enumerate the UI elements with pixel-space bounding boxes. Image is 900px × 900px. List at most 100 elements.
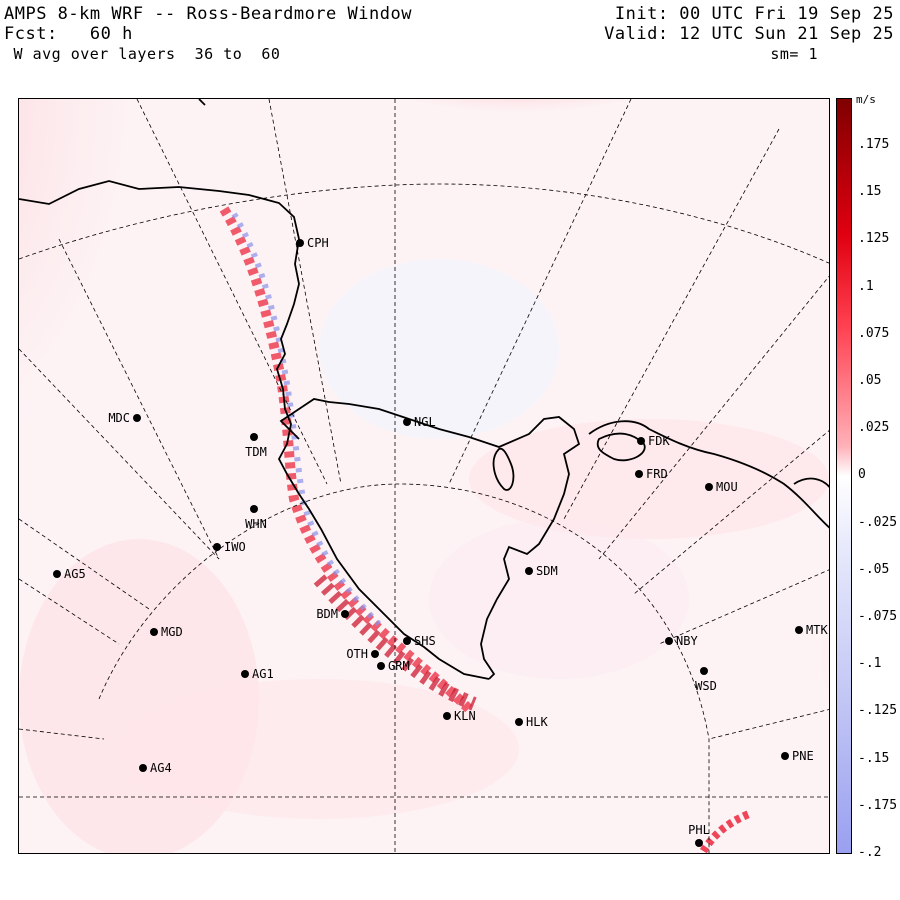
- station-marker: [296, 239, 304, 247]
- station-label: NGL: [414, 415, 436, 429]
- station-mou: MOU: [705, 480, 738, 494]
- station-marker: [377, 662, 385, 670]
- station-label: IWO: [224, 540, 246, 554]
- station-label: SHS: [414, 634, 436, 648]
- station-label: AG5: [64, 567, 86, 581]
- station-marker: [133, 414, 141, 422]
- station-mgd: MGD: [150, 625, 183, 639]
- station-mdc: MDC: [108, 411, 141, 425]
- init-time: Init: 00 UTC Fri 19 Sep 25: [614, 4, 894, 24]
- station-marker: [525, 567, 533, 575]
- colorbar-tick-label: .1: [858, 278, 874, 294]
- colorbar-tick-label: -.125: [858, 703, 898, 719]
- station-whn: WHN: [245, 505, 267, 531]
- station-label: OTH: [346, 647, 368, 661]
- station-label: AG4: [150, 761, 172, 775]
- map-panel: CPH NGL FDK FRD MOU MDC TDM WHN IWO AG5 SDM BDM MGD N…: [18, 98, 830, 854]
- station-marker: [213, 543, 221, 551]
- station-label: MOU: [716, 480, 738, 494]
- colorbar-tick-label: 0: [858, 467, 866, 483]
- station-marker: [637, 437, 645, 445]
- station-nby: NBY: [665, 634, 698, 648]
- station-grm: GRM: [377, 659, 410, 673]
- colorbar-tick-label: .075: [858, 325, 890, 341]
- station-phl: PHL: [688, 823, 710, 847]
- colorbar: [836, 98, 852, 854]
- station-marker: [635, 470, 643, 478]
- station-ag5: AG5: [53, 567, 86, 581]
- station-marker: [403, 637, 411, 645]
- station-label: MGD: [161, 625, 183, 639]
- station-marker: [695, 839, 703, 847]
- station-marker: [150, 628, 158, 636]
- colorbar-tick-label: .125: [858, 231, 890, 247]
- station-label: FDK: [648, 434, 670, 448]
- station-marker: [139, 764, 147, 772]
- colorbar-unit: m/s: [856, 93, 876, 106]
- colorbar-tick-label: .05: [858, 373, 882, 388]
- station-ngl: NGL: [403, 415, 436, 429]
- station-marker: [53, 570, 61, 578]
- colorbar-tick-label: .175: [858, 137, 890, 152]
- colorbar-tick-label: -.025: [858, 514, 898, 530]
- station-wsd: WSD: [695, 667, 717, 693]
- station-marker: [403, 418, 411, 426]
- station-tdm: TDM: [245, 433, 267, 459]
- station-label: KLN: [454, 709, 476, 723]
- colorbar-tick-label: -.175: [858, 797, 898, 813]
- station-label: HLK: [526, 715, 548, 729]
- station-kln: KLN: [443, 709, 476, 723]
- station-mtk: MTK: [795, 623, 828, 637]
- station-marker: [371, 650, 379, 658]
- station-label: BDM: [316, 607, 338, 621]
- station-cph: CPH: [296, 236, 329, 250]
- station-marker: [515, 718, 523, 726]
- colorbar-tick-label: -.075: [858, 609, 898, 624]
- graticule: [19, 99, 829, 853]
- station-label: CPH: [307, 236, 329, 250]
- station-marker: [341, 610, 349, 618]
- smoothing-label: sm= 1: [770, 45, 818, 63]
- plot-title: AMPS 8-km WRF -- Ross-Beardmore Window: [4, 4, 412, 24]
- station-label: MDC: [108, 411, 130, 425]
- station-ag4: AG4: [139, 761, 172, 775]
- colorbar-tick-label: -.2: [858, 845, 882, 860]
- station-label: PNE: [792, 749, 814, 763]
- station-marker: [795, 626, 803, 634]
- colorbar-tick-label: -.05: [858, 561, 890, 577]
- colorbar-tick-label: .15: [858, 184, 882, 200]
- station-marker: [665, 637, 673, 645]
- station-ag1: AG1: [241, 667, 274, 681]
- station-marker: [250, 505, 258, 513]
- station-marker: [705, 483, 713, 491]
- station-label: AG1: [252, 667, 274, 681]
- station-frd: FRD: [635, 467, 668, 481]
- map-canvas: CPH NGL FDK FRD MOU MDC TDM WHN IWO AG5 SDM BDM MGD N…: [19, 99, 829, 853]
- station-label: WSD: [695, 679, 717, 693]
- station-shs: SHS: [403, 634, 436, 648]
- station-sdm: SDM: [525, 564, 558, 578]
- station-label: MTK: [806, 623, 828, 637]
- field-description: W avg over layers 36 to 60: [4, 45, 281, 63]
- station-oth: OTH: [346, 647, 379, 661]
- station-label: NBY: [676, 634, 698, 648]
- valid-time: Valid: 12 UTC Sun 21 Sep 25: [604, 24, 894, 44]
- station-hlk: HLK: [515, 715, 548, 729]
- coastline: [19, 99, 829, 680]
- colorbar-tick-label: -.1: [858, 656, 882, 672]
- station-label: FRD: [646, 467, 668, 481]
- colorbar-tick-label: -.15: [858, 750, 890, 766]
- station-marker: [241, 670, 249, 678]
- station-marker: [443, 712, 451, 720]
- forecast-hour: Fcst: 60 h: [4, 24, 133, 44]
- station-layer: CPH NGL FDK FRD MOU MDC TDM WHN IWO AG5 SDM BDM MGD N…: [53, 236, 828, 847]
- station-marker: [700, 667, 708, 675]
- station-label: SDM: [536, 564, 558, 578]
- station-bdm: BDM: [316, 607, 349, 621]
- station-label: TDM: [245, 445, 267, 459]
- station-marker: [781, 752, 789, 760]
- colorbar-tick-label: .025: [858, 420, 890, 436]
- station-label: WHN: [245, 517, 267, 531]
- station-marker: [250, 433, 258, 441]
- station-iwo: IWO: [213, 540, 246, 554]
